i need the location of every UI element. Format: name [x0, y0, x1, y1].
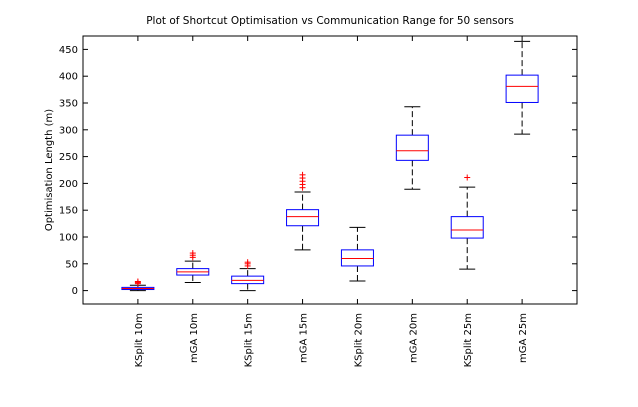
iqr-box	[505, 74, 539, 103]
outlier-marker	[299, 171, 306, 178]
y-tick-label: 400	[59, 72, 78, 83]
y-tick-label: 300	[59, 125, 78, 136]
x-tick-label: mGA 15m	[299, 313, 310, 363]
y-tick-label: 450	[59, 45, 78, 56]
outlier-marker	[464, 174, 471, 181]
y-tick-label: 50	[65, 259, 78, 270]
box-5	[340, 226, 374, 282]
outlier-marker	[134, 278, 141, 285]
x-tick-label: mGA 20m	[408, 313, 419, 363]
outlier-marker	[189, 250, 196, 257]
plot-area-frame	[82, 35, 578, 305]
x-tick-label: KSplit 25m	[463, 313, 474, 367]
y-tick-label: 350	[59, 99, 78, 110]
iqr-box	[340, 249, 374, 267]
box-7	[450, 174, 484, 270]
iqr-box	[395, 134, 429, 161]
y-tick-label: 150	[59, 206, 78, 217]
box-6	[395, 106, 429, 190]
box-2	[176, 250, 210, 284]
x-tick-label: KSplit 20m	[353, 313, 364, 367]
x-tick-label: mGA 25m	[518, 313, 529, 363]
iqr-box	[231, 275, 265, 285]
y-tick-label: 100	[59, 233, 78, 244]
x-tick-label: KSplit 10m	[134, 313, 145, 367]
y-tick-label: 0	[72, 286, 78, 297]
x-tick-label: KSplit 15m	[244, 313, 255, 367]
boxes-group	[121, 40, 539, 292]
iqr-box	[286, 209, 320, 227]
y-axis-label: Optimisation Length (m)	[44, 109, 55, 231]
box-4	[286, 171, 320, 251]
box-1	[121, 278, 155, 292]
x-axis: KSplit 10m mGA 10m KSplit 15m mGA 15m KSplit…	[134, 36, 529, 367]
outlier-marker	[244, 259, 251, 266]
y-tick-label: 250	[59, 152, 78, 163]
y-tick-label: 200	[59, 179, 78, 190]
iqr-box	[450, 216, 484, 239]
box-8	[505, 40, 539, 135]
box-3	[231, 259, 265, 292]
chart-title: Plot of Shortcut Optimisation vs Communi…	[146, 15, 514, 27]
y-axis: 0 50 100 150 200 250 300 350 400 450	[59, 45, 577, 297]
x-tick-label: mGA 10m	[189, 313, 200, 363]
